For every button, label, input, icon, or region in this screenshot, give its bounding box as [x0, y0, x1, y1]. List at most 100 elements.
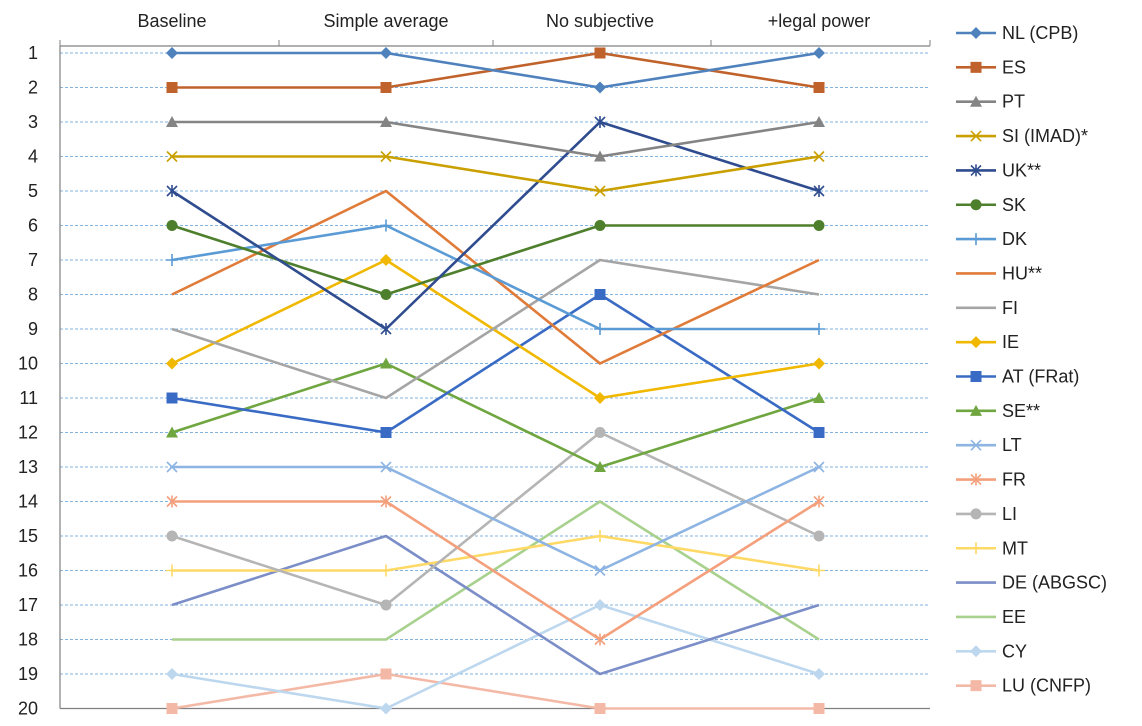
data-point-marker	[380, 702, 392, 715]
series-line	[171, 293, 820, 434]
data-point-marker	[970, 371, 982, 382]
data-point-marker	[380, 254, 392, 266]
legend-label: SE**	[1002, 401, 1040, 421]
data-point-marker	[166, 392, 178, 404]
data-point-marker	[813, 82, 825, 93]
data-point-marker	[166, 254, 178, 266]
series-line	[172, 51, 820, 89]
legend-item: EE	[956, 607, 1026, 627]
category-label: Simple average	[323, 11, 448, 31]
data-point-marker	[813, 703, 825, 714]
legend-item: UK**	[956, 160, 1041, 180]
series-uk	[166, 116, 825, 335]
legend-label: HU**	[1002, 263, 1042, 283]
y-tick-label: 4	[28, 147, 38, 167]
y-tick-label: 14	[18, 492, 38, 512]
legend-label: EE	[1002, 607, 1026, 627]
data-point-marker	[594, 47, 606, 59]
y-tick-label: 8	[28, 285, 38, 305]
y-tick-label: 2	[28, 78, 38, 98]
data-point-marker	[380, 323, 392, 335]
legend-item: IE	[956, 332, 1019, 352]
category-label: No subjective	[546, 11, 654, 31]
data-point-marker	[813, 323, 825, 335]
legend-label: LU (CNFP)	[1002, 676, 1091, 696]
series-si-imad	[166, 150, 825, 197]
data-point-marker	[594, 633, 606, 646]
series-line	[171, 672, 819, 710]
y-tick-label: 13	[18, 457, 38, 477]
data-point-marker	[813, 564, 825, 577]
data-point-marker	[380, 461, 392, 473]
data-point-marker	[594, 289, 606, 300]
data-point-marker	[970, 473, 982, 486]
data-point-marker	[166, 185, 178, 197]
data-point-marker	[594, 323, 606, 335]
data-point-marker	[813, 530, 825, 542]
data-point-marker	[813, 116, 825, 127]
legend: NL (CPB) ES PT SI (IMAD)* UK** SK DK HU** FI IE AT…	[956, 23, 1107, 696]
data-point-marker	[970, 404, 982, 416]
data-point-marker	[594, 530, 606, 542]
data-point-marker	[594, 150, 606, 162]
data-point-marker	[594, 220, 606, 231]
data-point-marker	[166, 530, 178, 542]
legend-label: SK	[1002, 195, 1026, 215]
series-dk	[166, 219, 825, 335]
gridlines	[59, 40, 931, 710]
series-nl-cpb	[166, 47, 825, 94]
legend-item: AT (FRat)	[956, 367, 1079, 387]
series-line	[172, 500, 820, 641]
series-line	[171, 224, 819, 331]
data-point-marker	[594, 116, 606, 128]
data-point-marker	[594, 185, 606, 197]
legend-item: MT	[956, 538, 1028, 558]
legend-item: FI	[956, 298, 1018, 318]
data-point-marker	[380, 564, 392, 577]
data-point-marker	[166, 220, 178, 231]
data-point-marker	[380, 289, 392, 300]
data-point-marker	[166, 564, 178, 577]
series-line	[172, 120, 820, 158]
data-point-marker	[970, 199, 982, 211]
legend-item: DE (ABGSC)	[956, 573, 1107, 593]
legend-label: DK	[1002, 229, 1027, 249]
data-point-marker	[380, 495, 392, 508]
data-point-marker	[970, 336, 982, 349]
data-point-marker	[813, 357, 825, 370]
data-point-marker	[813, 668, 825, 680]
legend-item: FR	[956, 470, 1026, 490]
legend-item: SK	[956, 195, 1026, 215]
series-line	[172, 534, 820, 572]
data-point-marker	[380, 150, 392, 163]
legend-label: NL (CPB)	[1002, 23, 1078, 43]
legend-item: LI	[956, 504, 1017, 524]
legend-item: NL (CPB)	[956, 23, 1078, 43]
data-point-marker	[594, 81, 606, 94]
data-point-marker	[166, 116, 178, 127]
data-point-marker	[813, 185, 825, 197]
legend-item: DK	[956, 229, 1027, 249]
series-pt	[166, 116, 825, 162]
data-point-marker	[380, 219, 392, 232]
data-point-marker	[970, 61, 982, 73]
legend-item: LU (CNFP)	[956, 676, 1091, 696]
data-point-marker	[166, 47, 178, 59]
series-lt	[166, 461, 825, 577]
legend-item: HU**	[956, 263, 1042, 283]
y-tick-label: 17	[18, 595, 38, 615]
data-point-marker	[813, 495, 825, 508]
data-point-marker	[166, 82, 178, 93]
data-point-marker	[166, 495, 178, 508]
data-point-marker	[380, 116, 392, 127]
series-cy	[166, 599, 825, 715]
data-point-marker	[813, 220, 825, 231]
y-tick-label: 6	[28, 216, 38, 236]
data-point-marker	[166, 150, 178, 163]
data-point-marker	[594, 461, 606, 472]
data-point-marker	[813, 427, 825, 438]
data-point-marker	[166, 703, 178, 714]
legend-label: ES	[1002, 57, 1026, 77]
y-tick-label: 18	[18, 630, 38, 650]
